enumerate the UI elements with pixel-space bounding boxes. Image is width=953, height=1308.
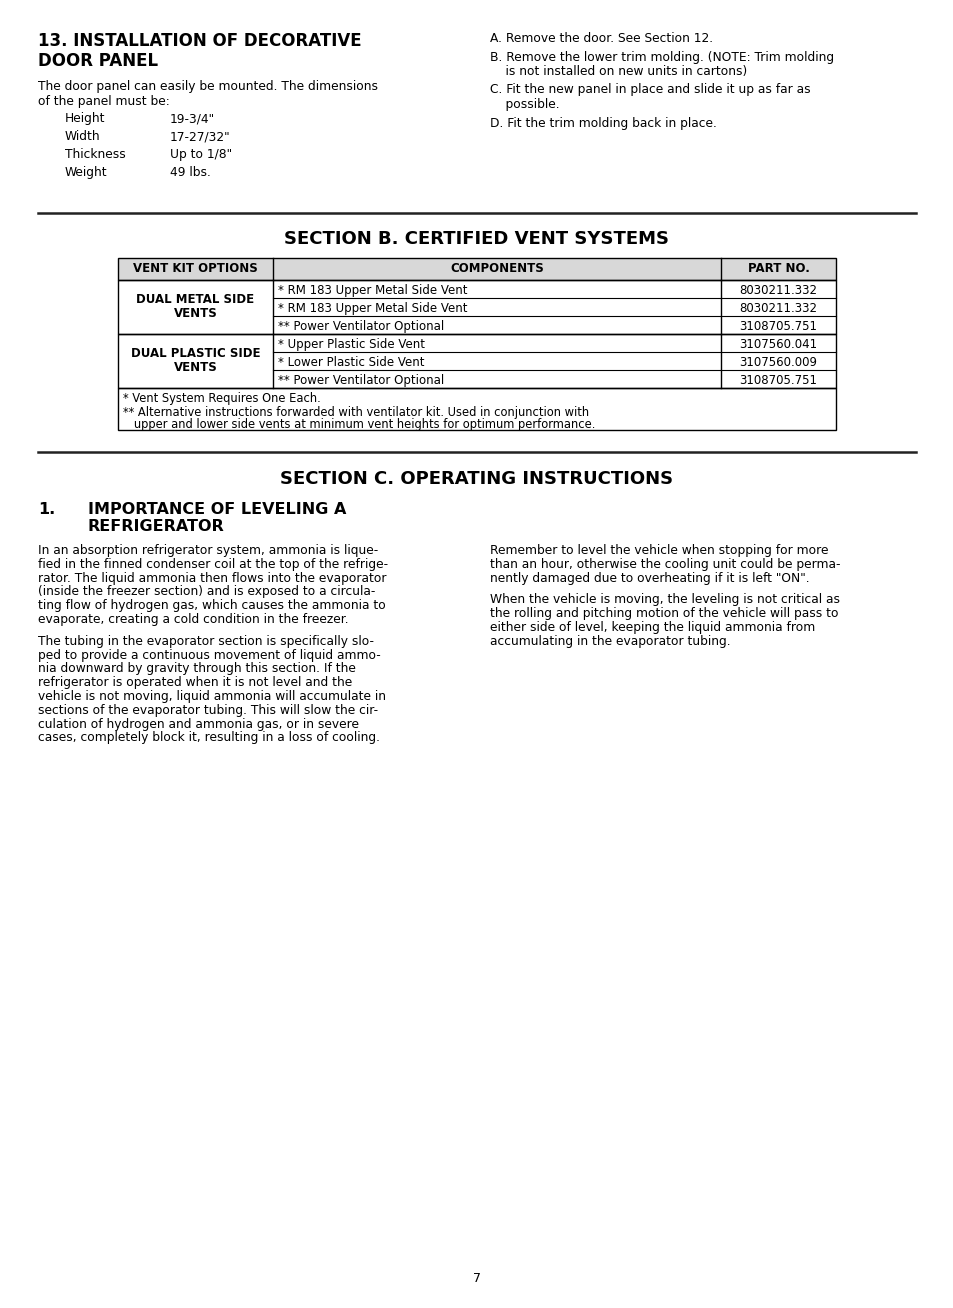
Bar [118, 280, 835, 334]
Text: A. Remove the door. See Section 12.: A. Remove the door. See Section 12. [490, 31, 713, 44]
Text: * RM 183 Upper Metal Side Vent: * RM 183 Upper Metal Side Vent [277, 302, 467, 315]
Text: Height: Height [65, 112, 106, 126]
Text: VENTS: VENTS [173, 307, 217, 320]
Text: 8030211.332: 8030211.332 [739, 302, 817, 315]
Text: Thickness: Thickness [65, 148, 126, 161]
Bar [118, 388, 835, 430]
Text: VENTS: VENTS [173, 361, 217, 374]
Text: 7: 7 [473, 1271, 480, 1284]
Text: the rolling and pitching motion of the vehicle will pass to: the rolling and pitching motion of the v… [490, 607, 838, 620]
Text: refrigerator is operated when it is not level and the: refrigerator is operated when it is not … [38, 676, 352, 689]
Text: fied in the finned condenser coil at the top of the refrige-: fied in the finned condenser coil at the… [38, 557, 388, 570]
Text: DOOR PANEL: DOOR PANEL [38, 52, 158, 71]
Text: ting flow of hydrogen gas, which causes the ammonia to: ting flow of hydrogen gas, which causes … [38, 599, 385, 612]
Text: ** Power Ventilator Optional: ** Power Ventilator Optional [277, 374, 444, 387]
Text: nia downward by gravity through this section. If the: nia downward by gravity through this sec… [38, 662, 355, 675]
Text: D. Fit the trim molding back in place.: D. Fit the trim molding back in place. [490, 116, 716, 129]
Text: VENT KIT OPTIONS: VENT KIT OPTIONS [133, 262, 257, 275]
Text: 8030211.332: 8030211.332 [739, 284, 817, 297]
Text: In an absorption refrigerator system, ammonia is lique-: In an absorption refrigerator system, am… [38, 544, 377, 557]
Text: vehicle is not moving, liquid ammonia will accumulate in: vehicle is not moving, liquid ammonia wi… [38, 691, 386, 702]
Text: 13. INSTALLATION OF DECORATIVE: 13. INSTALLATION OF DECORATIVE [38, 31, 361, 50]
Text: Weight: Weight [65, 166, 108, 179]
Text: COMPONENTS: COMPONENTS [450, 262, 543, 275]
Text: DUAL METAL SIDE: DUAL METAL SIDE [136, 293, 254, 306]
Text: cases, completely block it, resulting in a loss of cooling.: cases, completely block it, resulting in… [38, 731, 379, 744]
Bar [118, 334, 835, 388]
Text: nently damaged due to overheating if it is left "ON".: nently damaged due to overheating if it … [490, 572, 809, 585]
Text: (inside the freezer section) and is exposed to a circula-: (inside the freezer section) and is expo… [38, 586, 375, 598]
Text: 3107560.041: 3107560.041 [739, 337, 817, 351]
Text: evaporate, creating a cold condition in the freezer.: evaporate, creating a cold condition in … [38, 613, 348, 627]
Text: * RM 183 Upper Metal Side Vent: * RM 183 Upper Metal Side Vent [277, 284, 467, 297]
Text: SECTION C. OPERATING INSTRUCTIONS: SECTION C. OPERATING INSTRUCTIONS [280, 470, 673, 488]
Text: SECTION B. CERTIFIED VENT SYSTEMS: SECTION B. CERTIFIED VENT SYSTEMS [284, 230, 669, 249]
Text: Remember to level the vehicle when stopping for more: Remember to level the vehicle when stopp… [490, 544, 827, 557]
Text: rator. The liquid ammonia then flows into the evaporator: rator. The liquid ammonia then flows int… [38, 572, 386, 585]
Text: ped to provide a continuous movement of liquid ammo-: ped to provide a continuous movement of … [38, 649, 380, 662]
Text: is not installed on new units in cartons): is not installed on new units in cartons… [490, 65, 746, 78]
Text: 3107560.009: 3107560.009 [739, 356, 817, 369]
Text: When the vehicle is moving, the leveling is not critical as: When the vehicle is moving, the leveling… [490, 594, 840, 607]
Text: C. Fit the new panel in place and slide it up as far as: C. Fit the new panel in place and slide … [490, 84, 810, 97]
Text: DUAL PLASTIC SIDE: DUAL PLASTIC SIDE [131, 347, 260, 360]
Text: 1.: 1. [38, 502, 55, 517]
Text: B. Remove the lower trim molding. (NOTE: Trim molding: B. Remove the lower trim molding. (NOTE:… [490, 51, 833, 64]
Text: * Lower Plastic Side Vent: * Lower Plastic Side Vent [277, 356, 424, 369]
Text: The tubing in the evaporator section is specifically slo-: The tubing in the evaporator section is … [38, 634, 374, 647]
Text: IMPORTANCE OF LEVELING A: IMPORTANCE OF LEVELING A [88, 502, 346, 517]
Text: upper and lower side vents at minimum vent heights for optimum performance.: upper and lower side vents at minimum ve… [123, 419, 595, 432]
Text: * Upper Plastic Side Vent: * Upper Plastic Side Vent [277, 337, 424, 351]
Text: than an hour, otherwise the cooling unit could be perma-: than an hour, otherwise the cooling unit… [490, 557, 840, 570]
Text: Width: Width [65, 129, 100, 143]
Text: accumulating in the evaporator tubing.: accumulating in the evaporator tubing. [490, 634, 730, 647]
Text: ** Power Ventilator Optional: ** Power Ventilator Optional [277, 320, 444, 334]
Text: 3108705.751: 3108705.751 [739, 320, 817, 334]
Text: REFRIGERATOR: REFRIGERATOR [88, 519, 225, 534]
Text: * Vent System Requires One Each.: * Vent System Requires One Each. [123, 392, 320, 405]
Text: either side of level, keeping the liquid ammonia from: either side of level, keeping the liquid… [490, 621, 815, 634]
Text: 3108705.751: 3108705.751 [739, 374, 817, 387]
Text: sections of the evaporator tubing. This will slow the cir-: sections of the evaporator tubing. This … [38, 704, 377, 717]
Text: Up to 1/8": Up to 1/8" [170, 148, 232, 161]
Text: 49 lbs.: 49 lbs. [170, 166, 211, 179]
Text: ** Alternative instructions forwarded with ventilator kit. Used in conjunction w: ** Alternative instructions forwarded wi… [123, 405, 589, 419]
Text: culation of hydrogen and ammonia gas, or in severe: culation of hydrogen and ammonia gas, or… [38, 718, 358, 731]
Text: 17-27/32": 17-27/32" [170, 129, 231, 143]
Bar [118, 258, 835, 280]
Text: possible.: possible. [490, 98, 559, 111]
Text: 19-3/4": 19-3/4" [170, 112, 214, 126]
Text: The door panel can easily be mounted. The dimensions
of the panel must be:: The door panel can easily be mounted. Th… [38, 80, 377, 109]
Text: PART NO.: PART NO. [747, 262, 808, 275]
